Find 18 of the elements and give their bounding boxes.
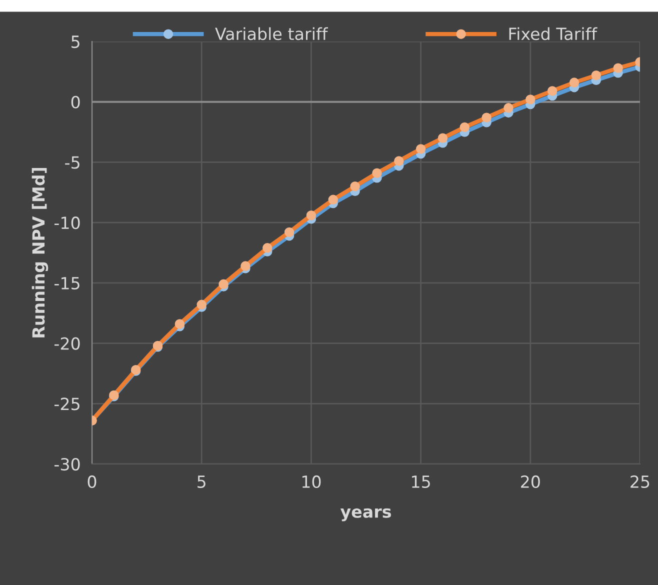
x-tick-label: 15 <box>412 476 430 488</box>
x-axis-title: years <box>340 508 391 522</box>
x-tick-label: 25 <box>630 475 650 488</box>
y-tick-label: -25 <box>54 398 80 410</box>
legend-label: Fixed Tariff <box>509 27 598 40</box>
x-tick-label: 0 <box>88 475 96 488</box>
y-tick-label: 5 <box>72 36 80 48</box>
y-tick-label: -30 <box>54 458 80 471</box>
y-tick-label: -20 <box>54 337 80 350</box>
x-tick-label: 20 <box>521 475 540 488</box>
y-axis-title: Running NPV [Md] <box>32 168 48 338</box>
x-tick-label: 10 <box>302 475 321 488</box>
y-tick-label: -15 <box>54 277 80 290</box>
legend-label: Variable tariff <box>215 27 328 40</box>
y-tick-label: -10 <box>54 216 80 230</box>
x-tick-label: 5 <box>198 476 206 488</box>
y-tick-label: -5 <box>65 156 80 169</box>
y-tick-label: 0 <box>71 96 80 108</box>
